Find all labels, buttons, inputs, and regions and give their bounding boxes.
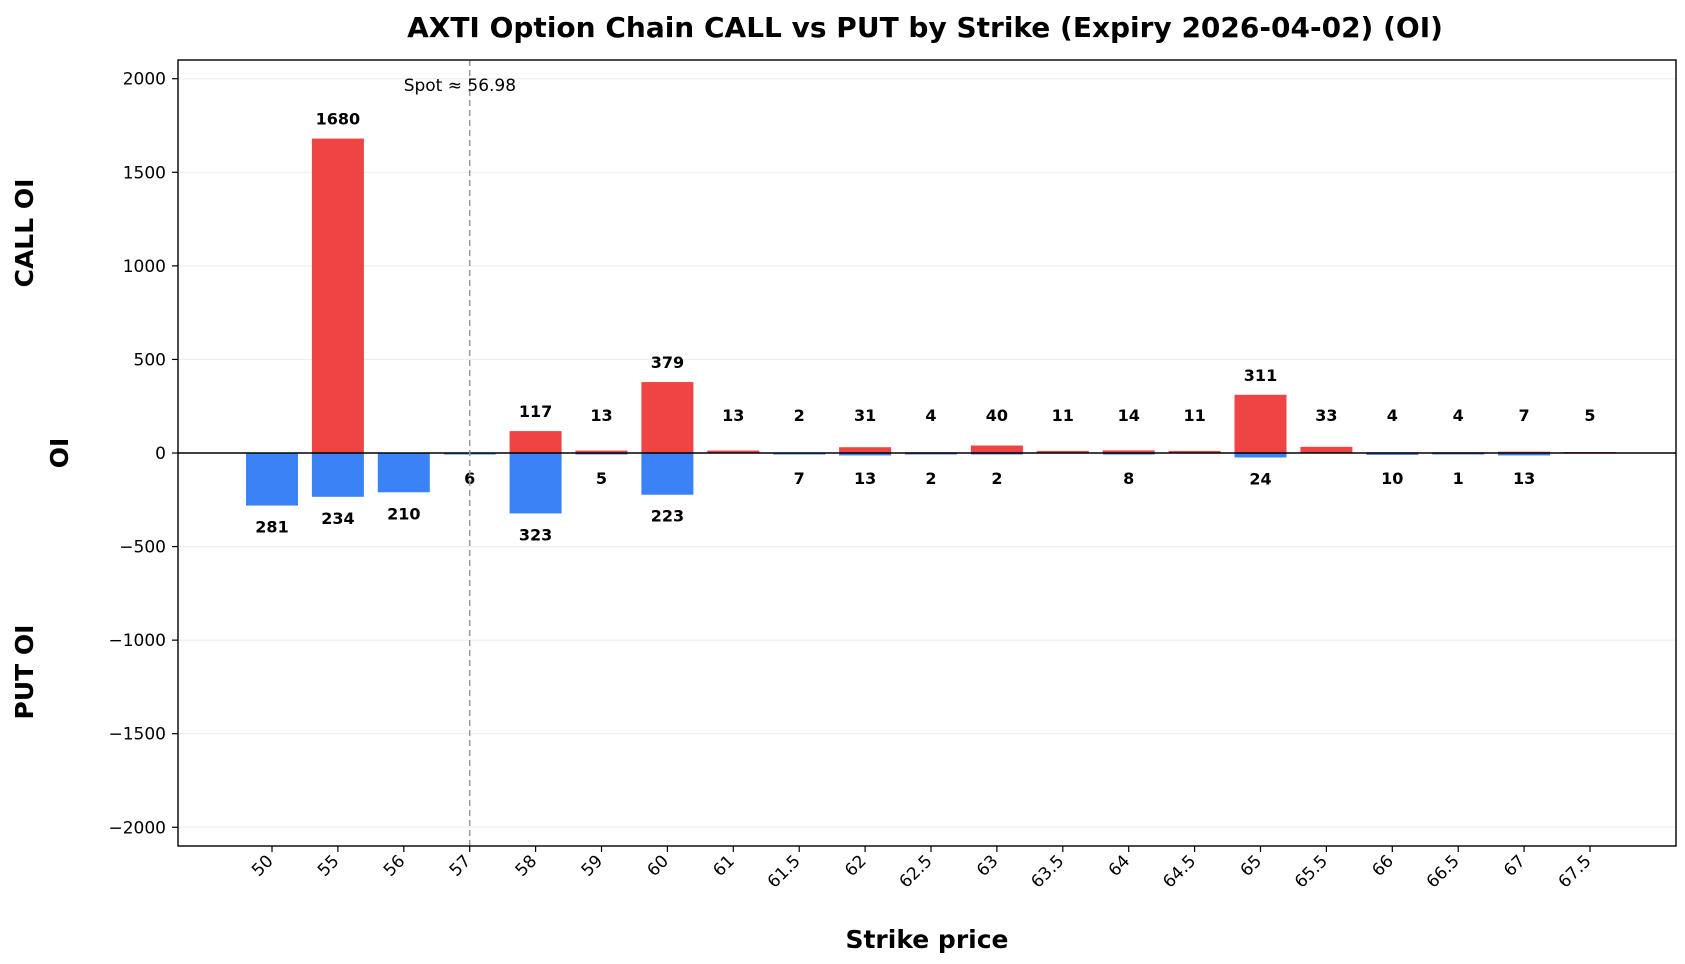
call-bar — [1102, 450, 1155, 453]
spot-label: Spot ≈ 56.98 — [404, 76, 516, 96]
call-oi-label: CALL OI — [10, 179, 39, 288]
x-tick-label: 65.5 — [1291, 851, 1332, 892]
put-value-label: 2 — [925, 469, 936, 488]
call-bar — [641, 382, 694, 453]
put-bar — [1234, 453, 1287, 458]
x-tick-label: 58 — [512, 851, 541, 880]
call-value-label: 379 — [651, 353, 684, 372]
x-tick-label: 56 — [380, 851, 409, 880]
x-tick-label: 63.5 — [1027, 851, 1068, 892]
call-value-label: 40 — [986, 406, 1008, 425]
x-axis-label: Strike price — [845, 925, 1008, 954]
put-value-label: 8 — [1123, 469, 1134, 488]
x-tick-label: 63 — [973, 851, 1002, 880]
call-value-label: 1680 — [316, 110, 361, 129]
x-tick-label: 57 — [446, 851, 475, 880]
put-value-label: 13 — [1513, 469, 1535, 488]
call-value-label: 13 — [722, 406, 744, 425]
call-value-label: 311 — [1244, 366, 1277, 385]
x-tick-label: 60 — [643, 851, 672, 880]
put-bar — [509, 453, 562, 514]
call-bar — [311, 138, 364, 453]
x-tick-label: 66 — [1368, 851, 1397, 880]
put-bar — [377, 453, 430, 493]
put-oi-label: PUT OI — [10, 625, 39, 720]
x-tick-label: 64.5 — [1159, 851, 1200, 892]
y-tick-label: 1000 — [123, 257, 166, 277]
y-axis-label: OI — [45, 438, 74, 469]
put-value-label: 6 — [464, 469, 475, 488]
call-value-label: 2 — [794, 406, 805, 425]
call-value-label: 13 — [590, 406, 612, 425]
put-value-label: 10 — [1381, 469, 1403, 488]
x-tick-label: 64 — [1105, 851, 1134, 880]
put-value-label: 5 — [596, 469, 607, 488]
chart-title: AXTI Option Chain CALL vs PUT by Strike … — [407, 11, 1443, 44]
call-value-label: 5 — [1584, 406, 1595, 425]
put-bar — [641, 453, 694, 495]
call-value-label: 7 — [1519, 406, 1530, 425]
call-value-label: 4 — [1387, 406, 1398, 425]
call-bar — [839, 447, 892, 453]
put-value-label: 323 — [519, 525, 552, 544]
put-value-label: 2 — [991, 469, 1002, 488]
x-tick-label: 59 — [578, 851, 607, 880]
x-tick-label: 67 — [1500, 851, 1529, 880]
x-tick-label: 66.5 — [1423, 851, 1464, 892]
call-bar — [1300, 446, 1353, 453]
x-tick-label: 55 — [314, 851, 343, 880]
x-tick-label: 61 — [709, 851, 738, 880]
call-bar — [707, 450, 760, 453]
y-tick-label: −1000 — [108, 631, 166, 651]
call-value-label: 33 — [1315, 406, 1337, 425]
y-tick-label: −2000 — [108, 818, 166, 838]
x-tick-label: 62 — [841, 851, 870, 880]
call-value-label: 4 — [925, 406, 936, 425]
put-bar — [246, 453, 298, 506]
x-tick-label: 62.5 — [896, 851, 937, 892]
bars-layer — [246, 138, 1616, 514]
put-bar — [839, 453, 892, 456]
y-tick-label: 0 — [155, 444, 166, 464]
call-bar — [1036, 450, 1089, 453]
call-value-label: 11 — [1052, 406, 1074, 425]
put-value-label: 7 — [794, 469, 805, 488]
x-tick-label: 61.5 — [764, 851, 805, 892]
call-value-label: 11 — [1183, 406, 1205, 425]
call-value-label: 14 — [1118, 406, 1140, 425]
put-value-label: 210 — [387, 504, 420, 523]
put-bar — [311, 453, 364, 497]
call-bar — [509, 431, 562, 453]
x-tick-label: 50 — [248, 851, 277, 880]
x-tick-label: 67.5 — [1555, 851, 1596, 892]
call-value-label: 31 — [854, 406, 876, 425]
put-value-label: 223 — [651, 507, 684, 526]
x-tick-label: 65 — [1237, 851, 1266, 880]
y-tick-label: 1500 — [123, 163, 166, 183]
put-bar — [1366, 453, 1419, 455]
put-value-label: 234 — [321, 509, 354, 528]
call-value-label: 4 — [1453, 406, 1464, 425]
y-tick-label: 2000 — [123, 70, 166, 90]
plot-frame — [177, 59, 1677, 847]
put-value-label: 13 — [854, 469, 876, 488]
put-value-label: 1 — [1453, 469, 1464, 488]
put-value-label: 24 — [1249, 469, 1271, 488]
call-bar — [970, 445, 1023, 453]
y-tick-label: −1500 — [108, 725, 166, 745]
put-bar — [1498, 453, 1551, 456]
call-bar — [575, 450, 628, 453]
y-tick-label: 500 — [134, 350, 166, 370]
call-value-label: 117 — [519, 402, 552, 421]
call-bar — [1234, 394, 1287, 453]
call-bar — [1168, 450, 1221, 453]
y-tick-label: −500 — [119, 538, 166, 558]
put-value-label: 281 — [255, 518, 288, 537]
